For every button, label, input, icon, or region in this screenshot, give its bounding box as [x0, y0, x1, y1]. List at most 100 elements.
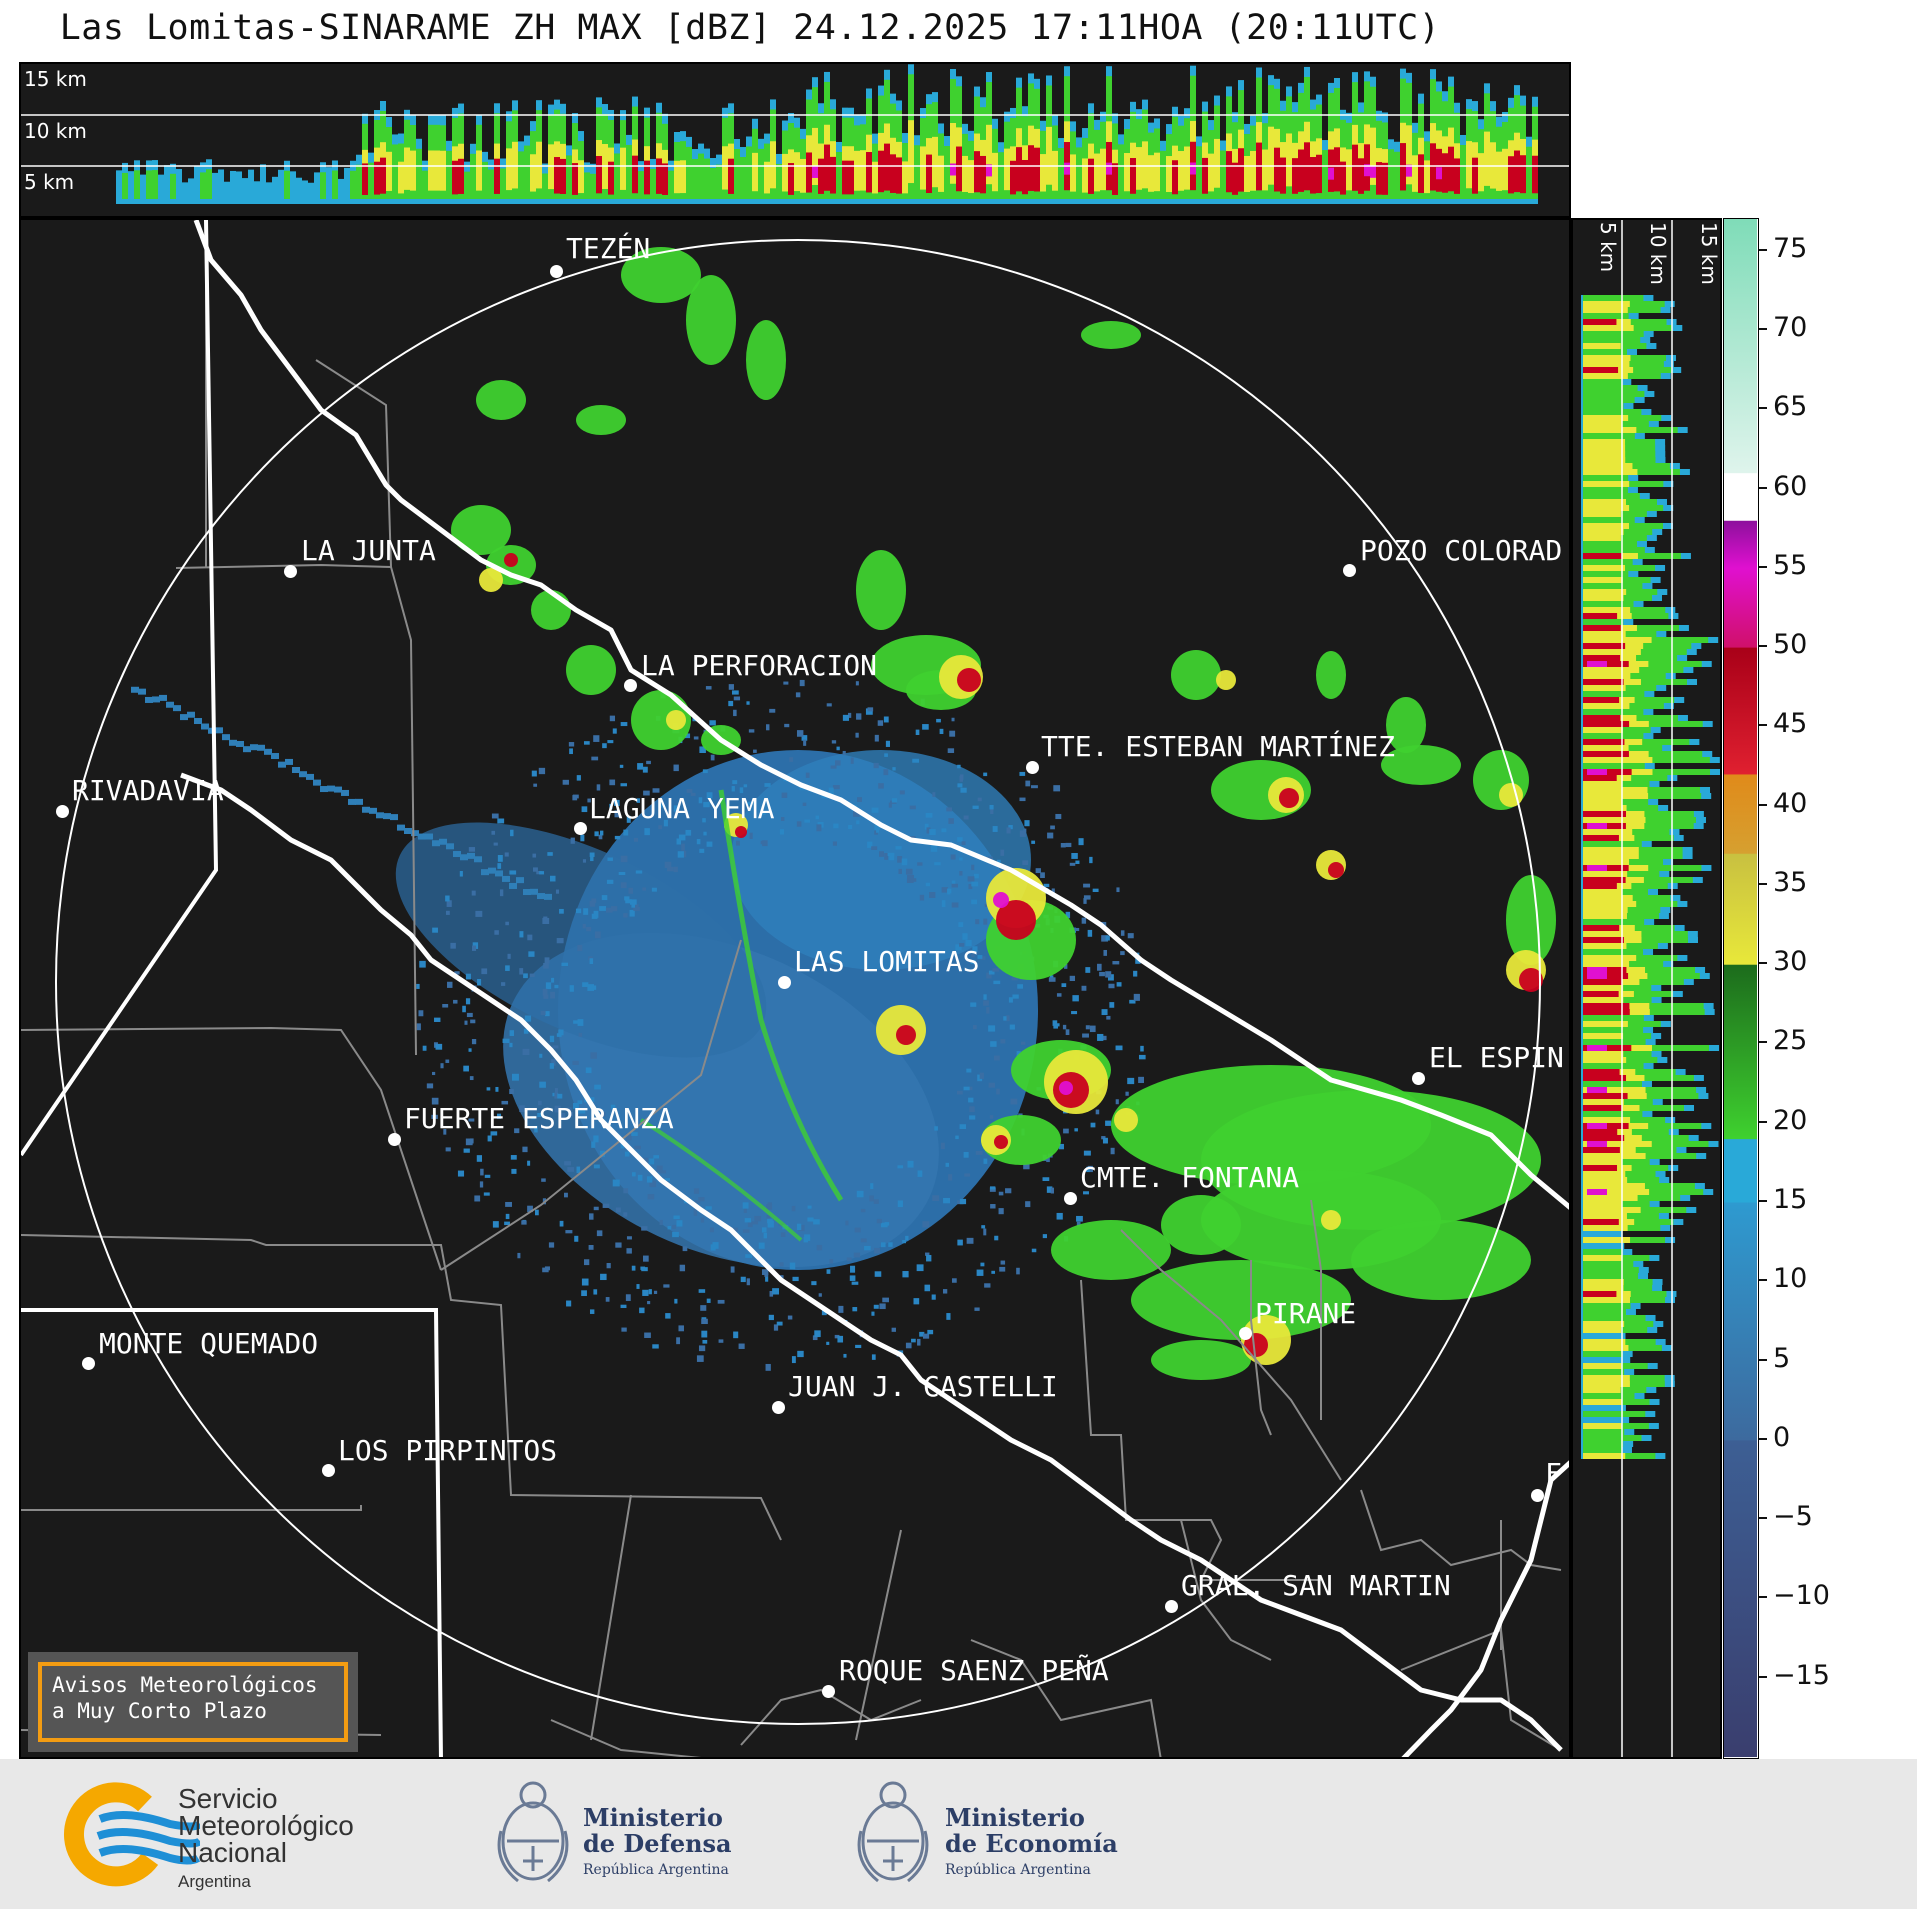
profile-column-red — [818, 158, 824, 194]
profile-column-green — [500, 168, 506, 199]
profile-column-red — [1400, 143, 1406, 191]
city-dot-la-junta[interactable] — [284, 565, 297, 578]
top-height-label-5: 5 km — [24, 170, 75, 194]
echo-speckle — [833, 823, 839, 829]
storm-core — [896, 1025, 916, 1045]
echo-speckle — [636, 1284, 640, 1289]
echo-spoke — [131, 686, 139, 693]
city-dot-los-pirpintos[interactable] — [322, 1464, 335, 1477]
city-dot-cmte-fontana[interactable] — [1064, 1192, 1077, 1205]
top-height-label-10: 10 km — [24, 119, 87, 143]
profile-row-yellow — [1583, 673, 1631, 679]
profile-column-red — [1448, 146, 1454, 192]
echo-speckle — [884, 1222, 890, 1226]
short-term-warnings-box[interactable]: Avisos Meteorológicos a Muy Corto Plazo — [28, 1652, 358, 1752]
profile-row-yellow — [1583, 1153, 1646, 1159]
city-dot-pozo-colorado[interactable] — [1343, 564, 1356, 577]
profile-column-yellow — [950, 122, 956, 184]
city-dot-tezen[interactable] — [550, 265, 563, 278]
radar-map[interactable] — [21, 220, 1571, 1759]
profile-row-yellow — [1583, 913, 1627, 919]
city-dot-la-perforacion[interactable] — [624, 679, 637, 692]
colorbar-tick: 65 — [1759, 391, 1807, 422]
city-dot-formosa[interactable] — [1531, 1489, 1544, 1502]
echo-speckle — [544, 957, 550, 964]
profile-column-red — [1028, 145, 1034, 191]
profile-column-yellow — [908, 120, 914, 184]
city-dot-fuerte-esperanza[interactable] — [388, 1133, 401, 1146]
profile-row-yellow — [1583, 943, 1627, 949]
echo-speckle — [816, 1244, 823, 1251]
profile-row-red — [1583, 775, 1617, 781]
echo-speckle — [852, 1307, 858, 1312]
profile-column — [278, 169, 284, 204]
profile-row-yellow — [1583, 1339, 1626, 1345]
profile-row-red — [1583, 991, 1619, 997]
echo-speckle — [792, 1276, 799, 1282]
echo-spoke — [516, 877, 524, 884]
city-dot-tte-esteban-martinez[interactable] — [1026, 761, 1039, 774]
city-dot-juan-j-castelli[interactable] — [772, 1401, 785, 1414]
echo-speckle — [742, 1229, 750, 1233]
echo-speckle — [577, 1019, 584, 1026]
city-dot-gral-san-martin[interactable] — [1165, 1600, 1178, 1613]
city-label-el-espinillo: EL ESPIN — [1429, 1041, 1564, 1074]
profile-row-magenta — [1587, 973, 1607, 979]
echo-speckle — [652, 1344, 659, 1349]
echo-speckle — [445, 1147, 451, 1152]
colorbar-tick: 75 — [1759, 233, 1807, 264]
echo-speckle — [769, 1290, 774, 1297]
profile-row-yellow — [1583, 667, 1640, 673]
profile-column-green — [692, 159, 698, 199]
echo-speckle — [1017, 984, 1023, 989]
profile-column-red — [1226, 151, 1232, 193]
city-dot-laguna-yema[interactable] — [574, 822, 587, 835]
echo-speckle — [634, 1145, 641, 1150]
city-dot-las-lomitas[interactable] — [778, 976, 791, 989]
echo-speckle — [613, 799, 620, 806]
city-dot-pirane[interactable] — [1239, 1327, 1252, 1340]
city-dot-rivadavia[interactable] — [56, 805, 69, 818]
echo-speckle — [419, 960, 426, 968]
profile-column-yellow — [1502, 148, 1508, 191]
echo-speckle — [572, 1060, 579, 1065]
profile-column-green — [710, 168, 716, 199]
echo-speckle — [581, 1278, 589, 1286]
echo-speckle — [989, 804, 994, 810]
echo-spoke — [474, 856, 482, 863]
short-term-warnings-frame[interactable]: Avisos Meteorológicos a Muy Corto Plazo — [38, 1662, 348, 1742]
echo-speckle — [445, 1059, 450, 1063]
echo-speckle — [856, 820, 860, 825]
echo-speckle — [996, 859, 1001, 865]
echo-speckle — [642, 887, 647, 891]
echo-speckle — [567, 1107, 572, 1115]
echo-speckle — [1047, 832, 1054, 839]
city-dot-el-espinillo[interactable] — [1412, 1072, 1425, 1085]
echo-speckle — [576, 775, 581, 781]
echo-speckle — [602, 1203, 610, 1208]
echo-speckle — [505, 965, 510, 971]
echo-speckle — [701, 1318, 708, 1325]
convective-cell — [1081, 321, 1141, 349]
echo-speckle — [1008, 997, 1013, 1003]
echo-speckle — [1076, 1221, 1081, 1227]
radar-map-panel[interactable]: TEZÉN LA JUNTA POZO COLORAD LA PERFORACI… — [19, 218, 1571, 1759]
profile-row-yellow — [1583, 535, 1621, 541]
profile-row-yellow — [1583, 595, 1624, 601]
city-dot-roque-saenz-pena[interactable] — [822, 1685, 835, 1698]
echo-speckle — [702, 769, 708, 774]
echo-speckle — [592, 985, 597, 990]
profile-column-red — [1292, 158, 1298, 194]
colorbar-tick: 35 — [1759, 867, 1807, 898]
profile-column-green — [944, 146, 950, 199]
echo-speckle — [1048, 977, 1056, 982]
city-dot-monte-quemado[interactable] — [82, 1357, 95, 1370]
echo-spoke — [285, 758, 293, 765]
echo-speckle — [416, 983, 420, 989]
echo-speckle — [465, 973, 471, 980]
echo-speckle — [1106, 1015, 1111, 1020]
echo-speckle — [585, 1067, 592, 1074]
echo-speckle — [971, 899, 978, 905]
notice-line-1: Avisos Meteorológicos — [52, 1673, 318, 1697]
echo-speckle — [431, 1097, 439, 1105]
